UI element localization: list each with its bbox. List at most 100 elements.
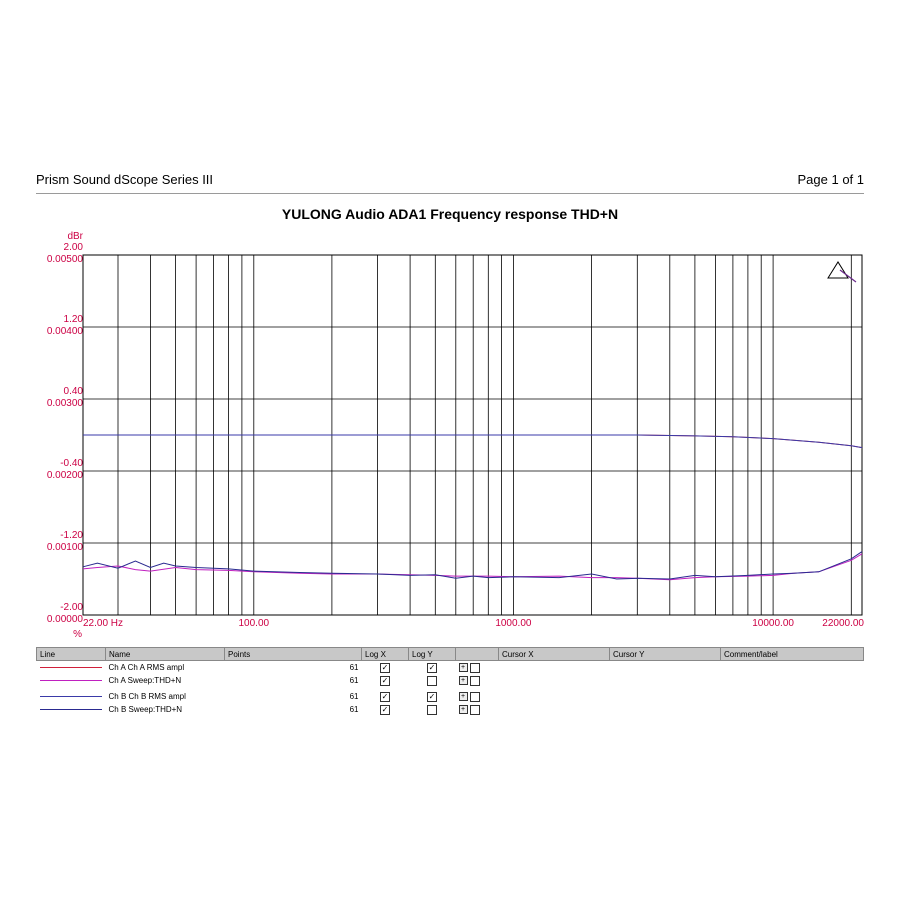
legend-swatch [39,696,102,698]
header-divider [36,193,864,194]
legend-cell [721,690,864,703]
legend-cell: Ch A Ch A RMS ampl [106,661,225,675]
y-left-unit: dBr [67,231,83,242]
legend-cell: + [456,703,499,716]
legend-series-name: Ch B Sweep:THD+N [108,705,183,714]
logx-checkbox[interactable]: ✓ [380,662,390,673]
legend-cell: 61 [225,703,362,716]
legend-cell [721,661,864,675]
legend-swatch [39,680,102,682]
col-line: Line [36,647,106,661]
logx-checkbox[interactable]: ✓ [380,704,390,715]
y-right-tick-label: 0.00500 [47,254,84,265]
expand-icon[interactable]: + [458,676,468,685]
y-left-tick-label: -0.40 [60,458,83,469]
col-comment: Comment/label [720,647,864,661]
y-right-tick-label: 0.00000 [47,614,84,625]
logy-checkbox[interactable]: ✓ [427,662,437,673]
legend-row[interactable]: Ch A Ch A RMS ampl 61 ✓ ✓ + [37,661,864,675]
y-right-tick-label: 0.00300 [47,398,84,409]
page-indicator: Page 1 of 1 [797,172,865,187]
y-left-tick-label: -1.20 [60,530,83,541]
legend-cell [37,690,106,703]
legend-row[interactable]: Ch A Sweep:THD+N 61 ✓ + [37,674,864,687]
expand-icon[interactable]: + [458,692,468,701]
col-blank [455,647,499,661]
series-layer [82,434,863,581]
legend-cell: ✓ [409,690,456,703]
legend-cell: 61 [225,661,362,675]
legend-cell [499,690,610,703]
legend-cell: ✓ [409,661,456,675]
logy-checkbox[interactable]: ✓ [427,691,437,702]
legend-cell: 61 [225,674,362,687]
legend-cell: + [456,690,499,703]
y-ticks: 2.00 1.20 0.40 -0.40 -1.20 -2.00 0.00500 0.0040… [47,242,84,625]
x-tick-label: 1000.00 [495,618,532,629]
legend-cell: ✓ [362,674,409,687]
legend-cell: Ch B Sweep:THD+N [106,703,225,716]
legend-cell [610,690,721,703]
legend-cell [499,661,610,675]
y-right-tick-label: 0.00400 [47,326,84,337]
legend-points: 61 [349,692,359,701]
legend-swatch [39,709,102,711]
cursor-checkbox[interactable] [469,704,480,715]
col-name: Name [105,647,225,661]
logx-checkbox[interactable]: ✓ [380,675,390,686]
y-right-tick-label: 0.00100 [47,542,84,553]
legend-cell: ✓ [362,703,409,716]
legend-cell: Ch B Ch B RMS ampl [106,690,225,703]
col-logy: Log Y [408,647,456,661]
logy-checkbox[interactable] [427,675,437,686]
legend-row[interactable]: Ch B Sweep:THD+N 61 ✓ + [37,703,864,716]
legend-header-row: Line Name Points Log X Log Y Cursor X Cu… [36,647,864,661]
x-ticks: 22.00 Hz 100.00 1000.00 10000.00 22000.00 [83,618,864,629]
legend-cell [721,674,864,687]
legend-points: 61 [349,663,359,672]
x-tick-label: 22000.00 [822,618,864,629]
legend-cell [610,674,721,687]
legend-series-name: Ch A Sweep:THD+N [108,676,182,685]
col-points: Points [224,647,362,661]
legend-table: Line Name Points Log X Log Y Cursor X Cu… [36,647,864,716]
legend-points: 61 [349,676,359,685]
series-line-3 [83,434,863,449]
y-right-tick-label: 0.00200 [47,470,84,481]
legend-cell [37,661,106,675]
expand-icon[interactable]: + [458,663,468,672]
legend-points: 61 [349,705,359,714]
cursor-checkbox[interactable] [469,675,480,686]
y-left-tick-label: -2.00 [60,602,83,613]
legend-cell [610,703,721,716]
y-right-unit: % [73,629,82,640]
legend-cell [499,674,610,687]
legend-cell: ✓ [362,690,409,703]
logx-checkbox[interactable]: ✓ [380,691,390,702]
col-logx: Log X [361,647,409,661]
logy-checkbox[interactable] [427,704,437,715]
expand-icon[interactable]: + [458,705,468,714]
x-tick-label: 100.00 [239,618,270,629]
x-tick-label: 10000.00 [752,618,794,629]
legend-cell [409,703,456,716]
legend-cell [610,661,721,675]
cursor-checkbox[interactable] [469,691,480,702]
cursor-checkbox[interactable] [469,662,480,673]
y-left-tick-label: 2.00 [64,242,84,253]
legend-cell: + [456,674,499,687]
x-tick-label: 22.00 Hz [83,618,123,629]
cursor-marker-icon [827,261,857,283]
legend-cell: ✓ [362,661,409,675]
legend-series-name: Ch A Ch A RMS ampl [108,663,185,672]
legend-cell [37,703,106,716]
legend-row[interactable]: Ch B Ch B RMS ampl 61 ✓ ✓ + [37,690,864,703]
legend-cell [409,674,456,687]
legend-series-name: Ch B Ch B RMS ampl [108,692,186,701]
y-left-tick-label: 0.40 [64,386,84,397]
app-name: Prism Sound dScope Series III [36,172,214,187]
y-left-tick-label: 1.20 [64,314,84,325]
chart-title: YULONG Audio ADA1 Frequency response THD… [281,206,619,222]
col-cursor-y: Cursor Y [609,647,721,661]
